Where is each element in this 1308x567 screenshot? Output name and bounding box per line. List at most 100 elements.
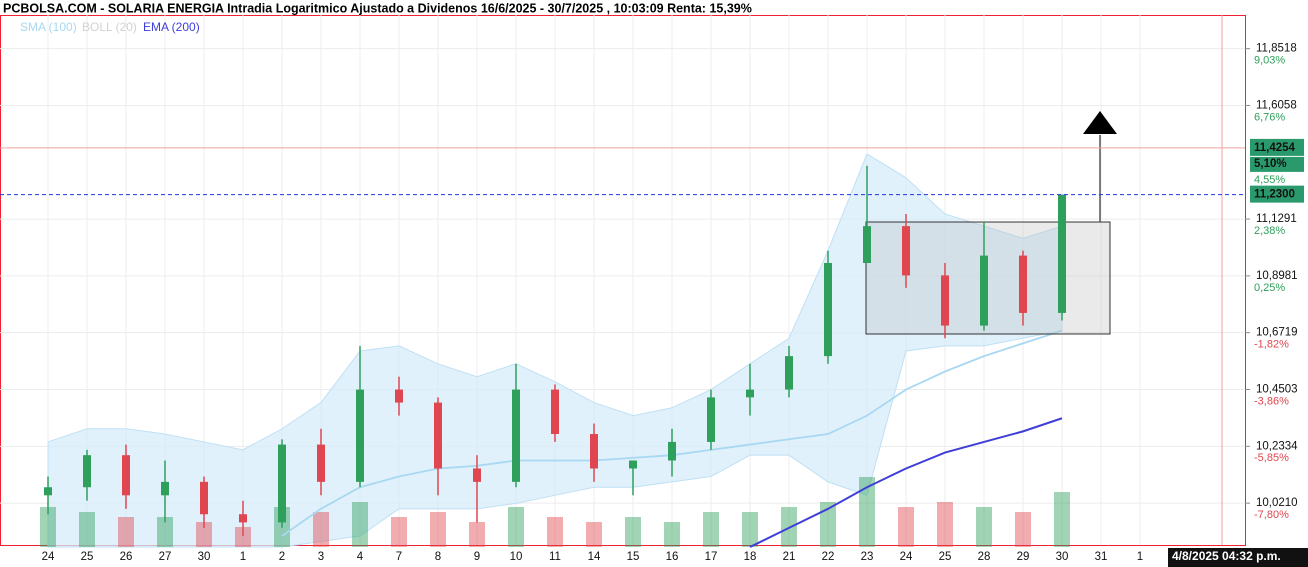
volume-bar — [1015, 512, 1031, 547]
y-tick-label: 10,0210 — [1256, 497, 1298, 509]
volume-bar — [430, 512, 446, 547]
candle-body — [629, 460, 637, 469]
candle-body — [356, 389, 364, 482]
volume-bar — [664, 522, 680, 547]
x-tick-label: 30 — [198, 551, 211, 563]
target-box — [1250, 138, 1304, 156]
y-tick-label: 10,8981 — [1256, 270, 1298, 282]
volume-bar — [391, 517, 407, 547]
y-tick-pct: -7,80% — [1254, 509, 1289, 521]
candle-body — [551, 389, 559, 435]
volume-bar — [118, 517, 134, 547]
candle-body — [746, 389, 754, 398]
cursor-time-box — [1168, 548, 1308, 567]
volume-bar — [157, 517, 173, 547]
candle-body — [668, 441, 676, 461]
x-tick-label: 22 — [822, 551, 835, 563]
volume-bar — [352, 502, 368, 547]
y-tick-label: 11,8518 — [1256, 43, 1297, 55]
candle-body — [434, 402, 442, 469]
x-tick-label: 9 — [474, 551, 480, 563]
volume-bar — [508, 507, 524, 547]
target-pct-box — [1250, 156, 1304, 172]
candle-body — [590, 434, 598, 469]
x-tick-label: 24 — [42, 551, 55, 563]
candle-body — [785, 356, 793, 390]
volume-bar — [976, 507, 992, 547]
chart-title: PCBOLSA.COM - SOLARIA ENERGIA Intradia L… — [3, 1, 752, 15]
y-tick-pct: 0,25% — [1254, 282, 1285, 294]
x-tick-label: 1 — [1137, 551, 1143, 563]
candle-body — [44, 487, 52, 496]
x-tick-label: 30 — [1056, 551, 1069, 563]
volume-bar — [625, 517, 641, 547]
candle-body — [1019, 255, 1027, 313]
x-tick-label: 4 — [357, 551, 364, 563]
volume-bar — [820, 502, 836, 547]
candle-body — [395, 389, 403, 403]
volume-bar — [469, 522, 485, 547]
candle-body — [902, 226, 910, 276]
candle-body — [941, 275, 949, 326]
legend-entry: EMA (200) — [143, 20, 200, 34]
x-tick-label: 11 — [549, 551, 561, 563]
target-label: 11,4254 — [1254, 142, 1296, 154]
x-tick-label: 3 — [318, 551, 324, 563]
x-tick-label: 31 — [1095, 551, 1108, 563]
x-tick-label: 16 — [666, 551, 679, 563]
y-tick-label: 10,6719 — [1256, 327, 1298, 339]
x-tick-label: 27 — [159, 551, 172, 563]
extra-pct: 4,55% — [1254, 174, 1285, 186]
y-tick-label: 10,2334 — [1256, 440, 1298, 452]
y-tick-label: 10,4503 — [1256, 384, 1298, 396]
volume-bar — [703, 512, 719, 547]
candle-body — [161, 481, 169, 496]
x-tick-label: 23 — [861, 551, 874, 563]
volume-bar — [79, 512, 95, 547]
candle-body — [278, 444, 286, 523]
volume-bar — [742, 512, 758, 547]
x-tick-label: 26 — [120, 551, 133, 563]
x-tick-label: 28 — [978, 551, 991, 563]
volume-bar — [196, 522, 212, 547]
volume-bar — [313, 512, 329, 547]
candle-body — [122, 455, 130, 496]
y-tick-label: 11,6058 — [1256, 99, 1297, 111]
y-tick-pct: -1,82% — [1254, 339, 1289, 351]
candle-body — [707, 397, 715, 442]
legend-entry: BOLL (20) — [82, 20, 137, 34]
x-tick-label: 14 — [588, 551, 601, 563]
volume-bar — [40, 507, 56, 547]
y-tick-label: 11,1291 — [1256, 213, 1297, 225]
y-tick-pct: 9,03% — [1254, 55, 1285, 67]
candle-body — [980, 255, 988, 326]
x-tick-label: 25 — [939, 551, 952, 563]
y-tick-pct: 2,38% — [1254, 225, 1285, 237]
legend-entry: SMA (100) — [20, 20, 77, 34]
x-tick-label: 25 — [81, 551, 94, 563]
y-tick-pct: -3,86% — [1254, 395, 1289, 407]
arrow-head — [1083, 111, 1117, 134]
volume-bar — [898, 507, 914, 547]
last-price-box — [1250, 185, 1304, 203]
x-tick-label: 15 — [627, 551, 640, 563]
volume-bar — [547, 517, 563, 547]
candle-body — [200, 481, 208, 515]
last-price-label: 11,2300 — [1254, 189, 1295, 201]
volume-bar — [937, 502, 953, 547]
candle-body — [239, 514, 247, 523]
target-pct: 5,10% — [1254, 158, 1287, 170]
x-tick-label: 1 — [240, 551, 246, 563]
volume-bar — [586, 522, 602, 547]
x-tick-label: 21 — [783, 551, 796, 563]
candle-body — [863, 226, 871, 264]
cursor-time: 4/8/2025 04:32 p.m. — [1172, 549, 1281, 563]
x-tick-label: 7 — [396, 551, 402, 563]
candle-body — [1058, 194, 1066, 313]
candle-body — [317, 444, 325, 482]
x-tick-label: 8 — [435, 551, 441, 563]
x-tick-label: 17 — [705, 551, 718, 563]
x-tick-label: 29 — [1017, 551, 1030, 563]
y-tick-pct: -5,85% — [1254, 452, 1289, 464]
